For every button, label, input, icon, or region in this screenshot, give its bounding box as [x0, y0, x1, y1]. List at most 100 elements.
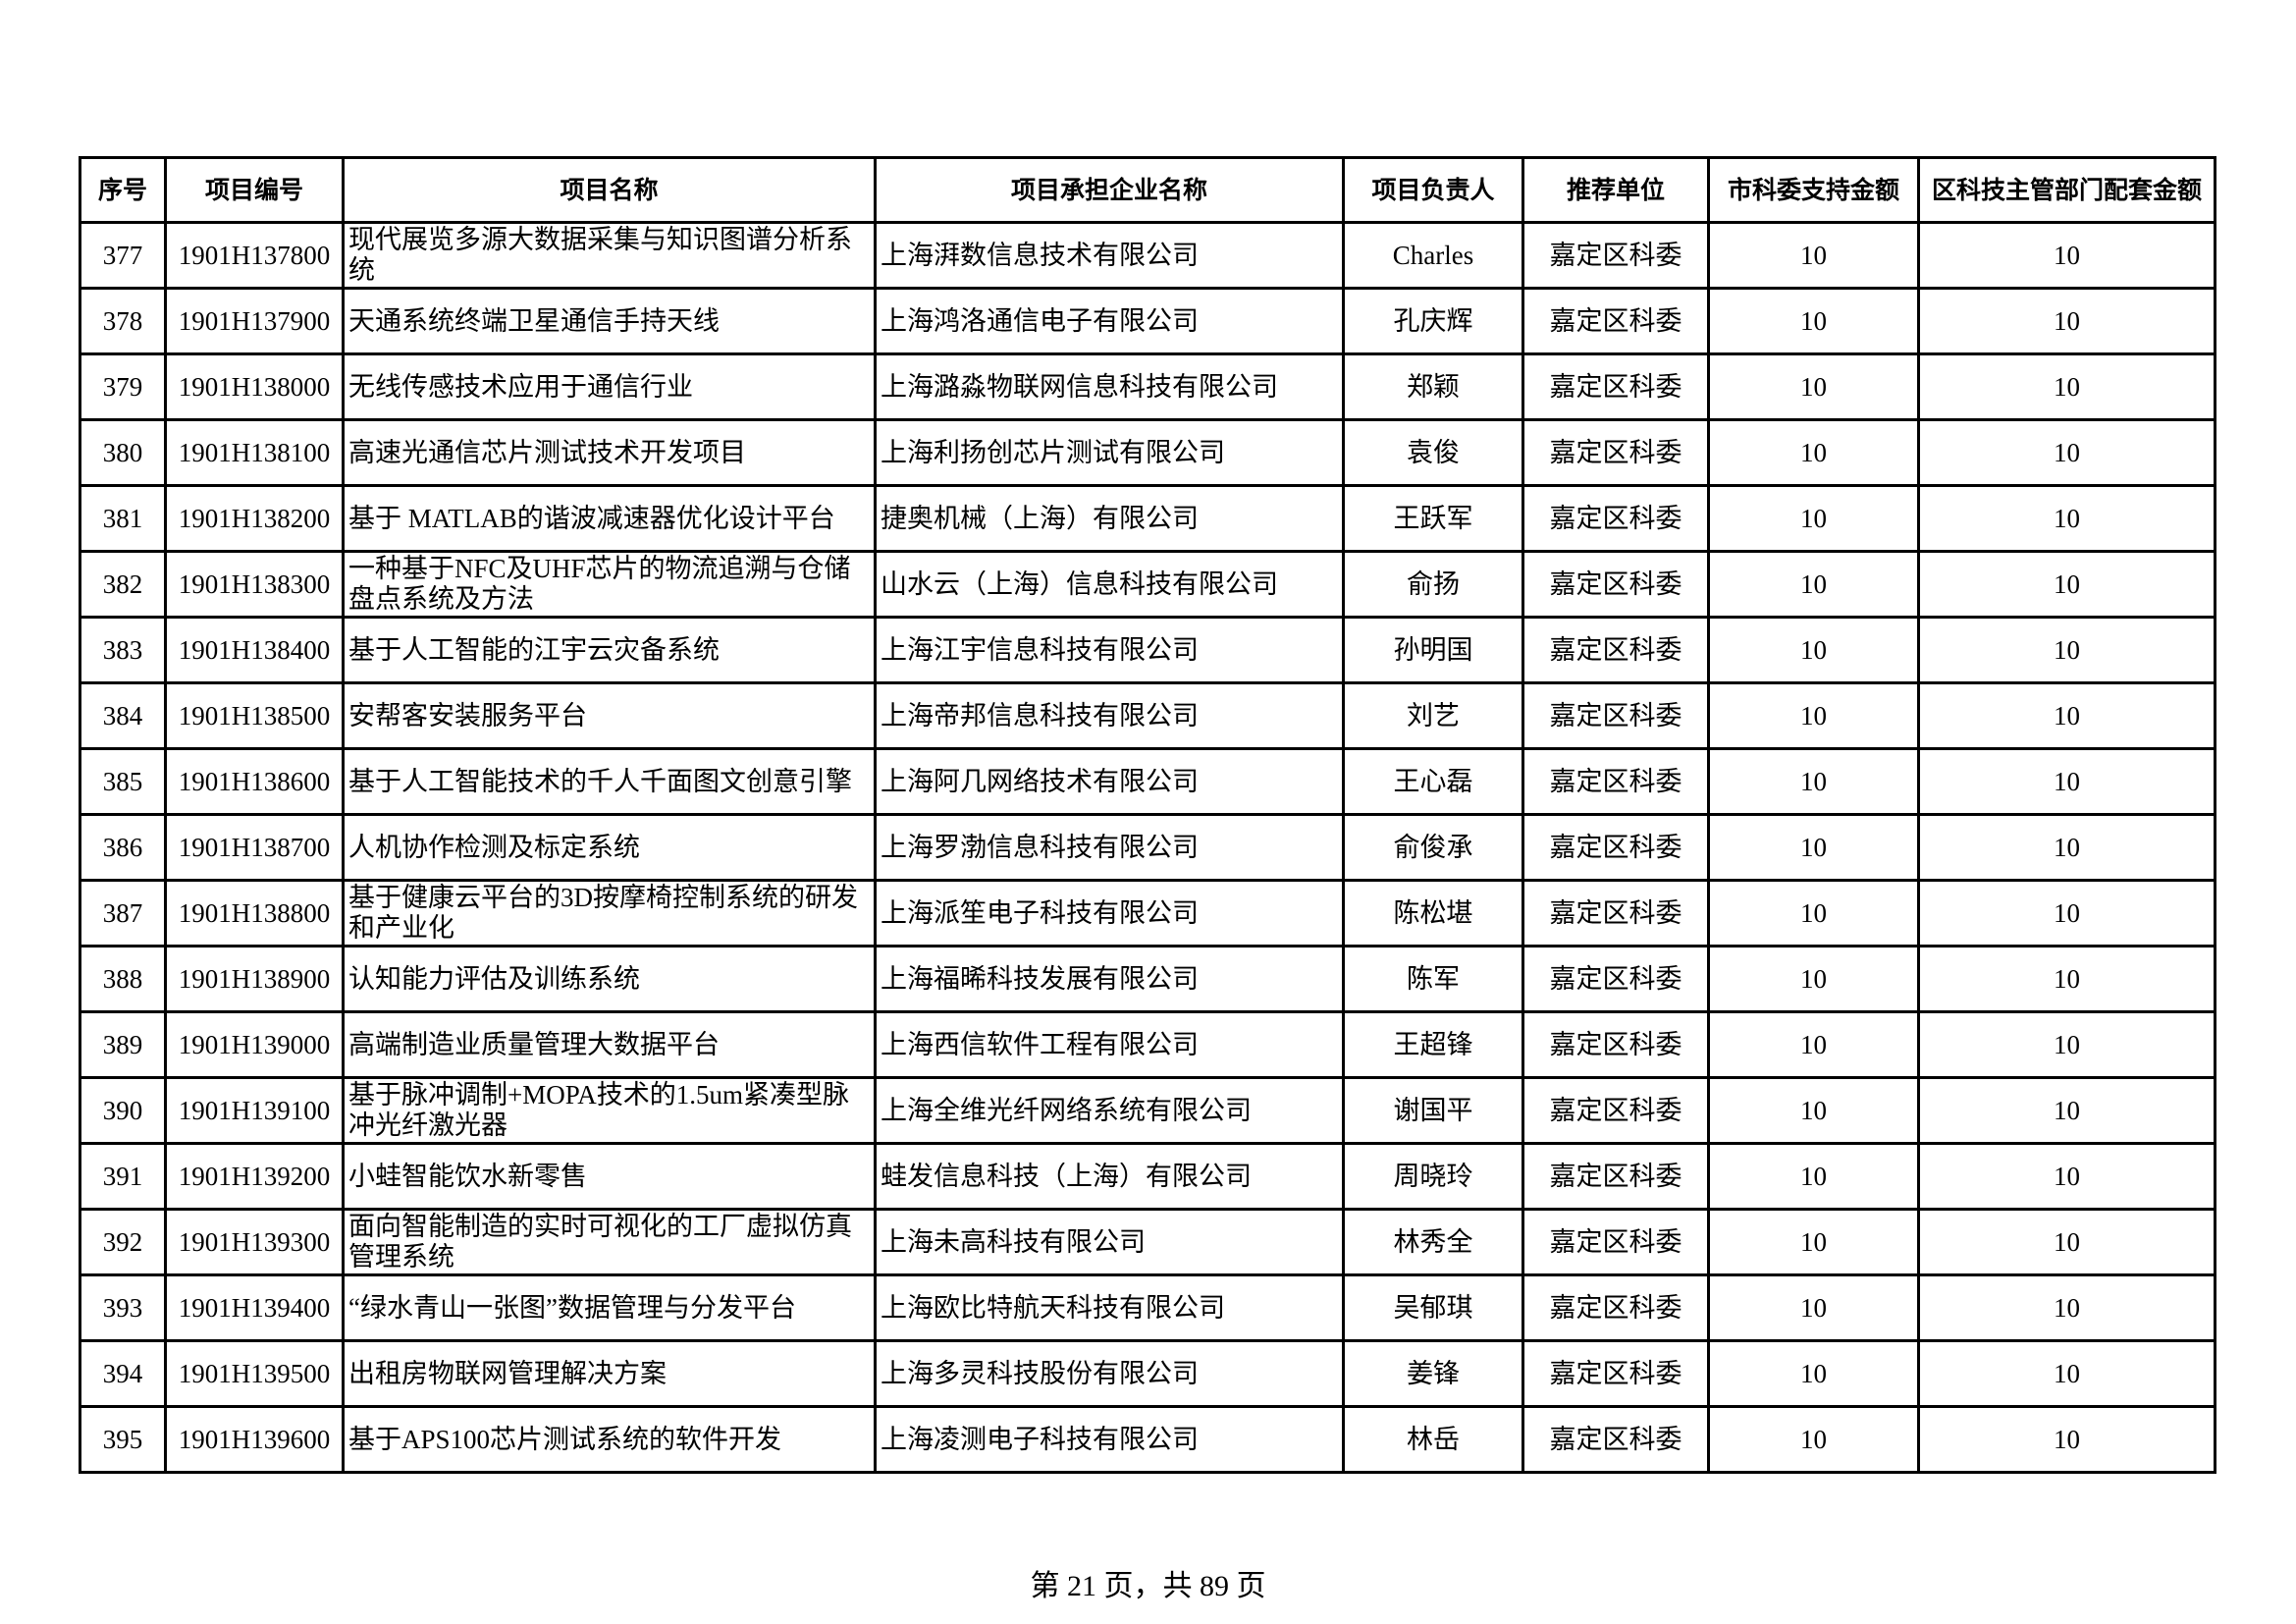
cell-project-id: 1901H138500: [164, 681, 345, 750]
cell-leader: Charles: [1342, 221, 1524, 290]
cell-project-id: 1901H138000: [164, 352, 345, 421]
cell-district-funding: 10: [1917, 813, 2216, 882]
table-row: 390 1901H139100 基于脉冲调制+MOPA技术的1.5um紧凑型脉冲光纤…: [79, 1076, 2216, 1145]
header-col-project-name: 项目名称: [342, 156, 877, 224]
cell-index: 387: [79, 879, 167, 947]
cell-city-funding: 10: [1707, 879, 1920, 947]
cell-recommender: 嘉定区科委: [1522, 221, 1710, 290]
cell-district-funding: 10: [1917, 1339, 2216, 1408]
cell-company: 上海利扬创芯片测试有限公司: [874, 418, 1345, 487]
cell-project-id: 1901H137800: [164, 221, 345, 290]
project-table: 序号 项目编号 项目名称 项目承担企业名称 项目负责人 推荐单位 市科委支持金额 区科技主管部…: [79, 156, 2216, 1474]
table-row: 386 1901H138700 人机协作检测及标定系统 上海罗渤信息科技有限公司 俞俊承…: [79, 813, 2216, 882]
cell-index: 393: [79, 1273, 167, 1342]
cell-leader: 王超锋: [1342, 1010, 1524, 1079]
cell-city-funding: 10: [1707, 813, 1920, 882]
cell-index: 379: [79, 352, 167, 421]
table-row: 378 1901H137900 天通系统终端卫星通信手持天线 上海鸿洛通信电子有限公司…: [79, 287, 2216, 355]
table-row: 377 1901H137800 现代展览多源大数据采集与知识图谱分析系统 上海湃数信息…: [79, 221, 2216, 290]
cell-leader: 吴郁琪: [1342, 1273, 1524, 1342]
cell-company: 上海欧比特航天科技有限公司: [874, 1273, 1345, 1342]
header-col-leader: 项目负责人: [1342, 156, 1524, 224]
cell-city-funding: 10: [1707, 550, 1920, 619]
table-header-row: 序号 项目编号 项目名称 项目承担企业名称 项目负责人 推荐单位 市科委支持金额 区科技主管部…: [79, 156, 2216, 224]
cell-leader: 林秀全: [1342, 1208, 1524, 1276]
cell-district-funding: 10: [1917, 1208, 2216, 1276]
cell-project-name: 基于健康云平台的3D按摩椅控制系统的研发和产业化: [342, 879, 877, 947]
cell-project-id: 1901H139600: [164, 1405, 345, 1474]
cell-city-funding: 10: [1707, 221, 1920, 290]
header-col-district-funding: 区科技主管部门配套金额: [1917, 156, 2216, 224]
cell-project-name: 人机协作检测及标定系统: [342, 813, 877, 882]
cell-project-id: 1901H139000: [164, 1010, 345, 1079]
cell-project-id: 1901H139400: [164, 1273, 345, 1342]
cell-city-funding: 10: [1707, 484, 1920, 553]
cell-city-funding: 10: [1707, 1010, 1920, 1079]
cell-recommender: 嘉定区科委: [1522, 616, 1710, 684]
cell-leader: 姜锋: [1342, 1339, 1524, 1408]
cell-project-name: 高端制造业质量管理大数据平台: [342, 1010, 877, 1079]
cell-city-funding: 10: [1707, 287, 1920, 355]
table-row: 387 1901H138800 基于健康云平台的3D按摩椅控制系统的研发和产业化 上海…: [79, 879, 2216, 947]
cell-index: 395: [79, 1405, 167, 1474]
cell-company: 上海未高科技有限公司: [874, 1208, 1345, 1276]
cell-recommender: 嘉定区科委: [1522, 681, 1710, 750]
table-row: 380 1901H138100 高速光通信芯片测试技术开发项目 上海利扬创芯片测试有限…: [79, 418, 2216, 487]
header-col-index: 序号: [79, 156, 167, 224]
cell-recommender: 嘉定区科委: [1522, 1142, 1710, 1211]
table-row: 389 1901H139000 高端制造业质量管理大数据平台 上海西信软件工程有限公司…: [79, 1010, 2216, 1079]
table-row: 379 1901H138000 无线传感技术应用于通信行业 上海潞淼物联网信息科技有限…: [79, 352, 2216, 421]
cell-leader: 林岳: [1342, 1405, 1524, 1474]
cell-recommender: 嘉定区科委: [1522, 287, 1710, 355]
cell-city-funding: 10: [1707, 1339, 1920, 1408]
cell-project-name: “绿水青山一张图”数据管理与分发平台: [342, 1273, 877, 1342]
cell-recommender: 嘉定区科委: [1522, 747, 1710, 816]
cell-index: 390: [79, 1076, 167, 1145]
cell-company: 上海凌测电子科技有限公司: [874, 1405, 1345, 1474]
cell-index: 380: [79, 418, 167, 487]
cell-project-name: 认知能力评估及训练系统: [342, 945, 877, 1013]
cell-recommender: 嘉定区科委: [1522, 1208, 1710, 1276]
cell-company: 上海罗渤信息科技有限公司: [874, 813, 1345, 882]
cell-index: 378: [79, 287, 167, 355]
cell-company: 捷奥机械（上海）有限公司: [874, 484, 1345, 553]
cell-project-id: 1901H139500: [164, 1339, 345, 1408]
cell-company: 上海江宇信息科技有限公司: [874, 616, 1345, 684]
table-row: 395 1901H139600 基于APS100芯片测试系统的软件开发 上海凌测电子科…: [79, 1405, 2216, 1474]
cell-project-id: 1901H139100: [164, 1076, 345, 1145]
cell-company: 上海湃数信息技术有限公司: [874, 221, 1345, 290]
cell-recommender: 嘉定区科委: [1522, 550, 1710, 619]
cell-project-id: 1901H138300: [164, 550, 345, 619]
cell-recommender: 嘉定区科委: [1522, 1076, 1710, 1145]
cell-district-funding: 10: [1917, 945, 2216, 1013]
cell-recommender: 嘉定区科委: [1522, 1010, 1710, 1079]
cell-company: 上海福晞科技发展有限公司: [874, 945, 1345, 1013]
table-row: 388 1901H138900 认知能力评估及训练系统 上海福晞科技发展有限公司 陈军嘉…: [79, 945, 2216, 1013]
cell-leader: 王跃军: [1342, 484, 1524, 553]
cell-company: 上海西信软件工程有限公司: [874, 1010, 1345, 1079]
cell-company: 上海全维光纤网络系统有限公司: [874, 1076, 1345, 1145]
cell-leader: 孔庆辉: [1342, 287, 1524, 355]
cell-recommender: 嘉定区科委: [1522, 352, 1710, 421]
cell-district-funding: 10: [1917, 287, 2216, 355]
cell-index: 385: [79, 747, 167, 816]
cell-district-funding: 10: [1917, 418, 2216, 487]
cell-company: 山水云（上海）信息科技有限公司: [874, 550, 1345, 619]
cell-project-name: 安帮客安装服务平台: [342, 681, 877, 750]
cell-leader: 陈军: [1342, 945, 1524, 1013]
cell-project-name: 现代展览多源大数据采集与知识图谱分析系统: [342, 221, 877, 290]
header-col-company: 项目承担企业名称: [874, 156, 1345, 224]
cell-recommender: 嘉定区科委: [1522, 1339, 1710, 1408]
cell-project-name: 面向智能制造的实时可视化的工厂虚拟仿真管理系统: [342, 1208, 877, 1276]
cell-index: 384: [79, 681, 167, 750]
cell-project-name: 基于 MATLAB的谐波减速器优化设计平台: [342, 484, 877, 553]
header-col-recommender: 推荐单位: [1522, 156, 1710, 224]
cell-district-funding: 10: [1917, 616, 2216, 684]
cell-company: 上海帝邦信息科技有限公司: [874, 681, 1345, 750]
cell-district-funding: 10: [1917, 352, 2216, 421]
cell-project-id: 1901H138100: [164, 418, 345, 487]
cell-leader: 陈松堪: [1342, 879, 1524, 947]
cell-project-name: 出租房物联网管理解决方案: [342, 1339, 877, 1408]
cell-recommender: 嘉定区科委: [1522, 484, 1710, 553]
cell-city-funding: 10: [1707, 1142, 1920, 1211]
